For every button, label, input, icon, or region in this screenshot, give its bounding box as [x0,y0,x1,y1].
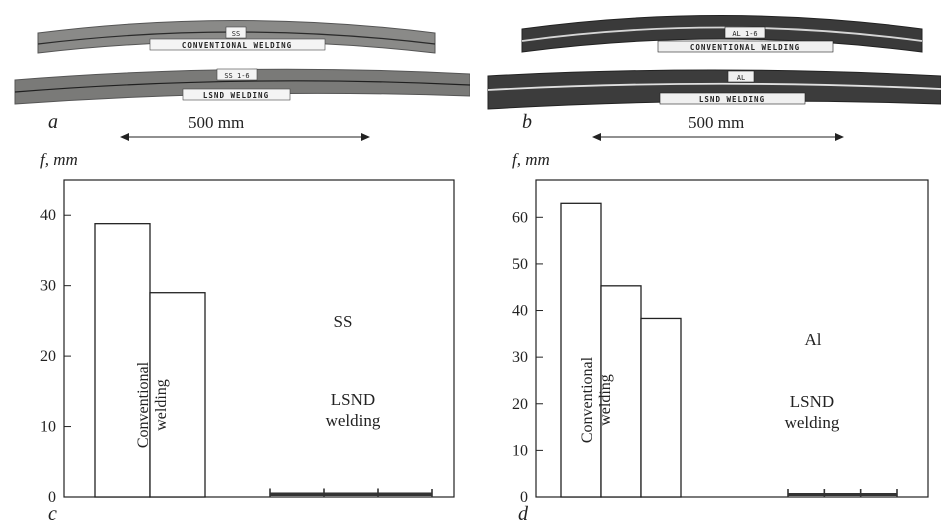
scale-text-a: 500 mm [188,113,245,132]
tag-box-a-bottom [216,68,258,81]
strip-b-bottom [487,69,941,110]
chart-c-frame [63,179,455,498]
chart-c-bar-conventional-1 [94,223,151,498]
chart-c-conv-label-l1: Conventional [135,361,152,448]
tag-box-a-top [225,26,247,39]
chart-c-lsnd-bars [269,488,433,497]
label-box-a-bottom [182,88,291,101]
chart-d-ytick-label: 40 [512,303,528,320]
chart-d-bar-conventional-2 [600,285,642,498]
weld-line-a-bottom [14,80,470,93]
chart-c-panel-label: c [48,503,57,520]
chart-d-ytick-label: 0 [520,489,528,506]
strip-b-top [521,15,923,53]
chart-c-ytick-label: 30 [40,278,56,295]
chart-c-lsnd-label-l1: LSND [331,390,375,409]
chart-d-bar-conventional-1 [560,202,602,498]
chart-c-material: SS [334,312,353,331]
weld-line-b-bottom [487,82,941,91]
chart-d-bar-lsnd-2 [824,493,861,496]
chart-c-bar-conventional-2 [149,292,206,498]
chart-d-lsnd-label-l1: LSND [790,392,834,411]
label-text-b-top: CONVENTIONAL WELDING [690,43,800,52]
chart-d-lsnd-label: LSND welding [785,392,840,432]
chart-c-ytick-label: 0 [48,489,56,506]
chart-d-lsnd-bars [787,489,898,497]
strip-a-bottom [14,68,470,105]
chart-d-ytick-label: 60 [512,209,528,226]
chart-d-bar-lsnd-1 [788,493,825,496]
chart-c-ytick-label: 10 [40,419,56,436]
chart-c-bars [94,223,206,498]
label-box-b-bottom [659,92,806,105]
chart-c-ticks: 0 10 20 30 40 [40,207,71,506]
chart-d-lsnd-label-l2: welding [785,413,840,432]
chart-d-frame [535,179,929,498]
photo-b: AL 1-6 CONVENTIONAL WELDING AL LSND WELD… [487,15,941,110]
scale-text-b: 500 mm [688,113,745,132]
label-text-a-top: CONVENTIONAL WELDING [182,41,292,50]
label-text-b-bottom: LSND WELDING [699,95,765,104]
chart-d-ytick-label: 20 [512,396,528,413]
chart-d-conv-label-l1: Conventional [579,356,596,443]
chart-d-panel-label: d [518,503,529,520]
chart-c-conv-label: Conventionalwelding [135,361,170,448]
label-text-a-bottom: LSND WELDING [203,91,269,100]
label-box-b-top [657,40,834,53]
chart-c-ytick-label: 40 [40,207,56,224]
chart-d-ytick-label: 30 [512,349,528,366]
tag-text-b-bottom: AL [737,74,745,82]
chart-c-bar-lsnd-2 [324,492,378,496]
chart-c-bar-lsnd-1 [270,492,324,496]
chart-d-material: Al [805,330,822,349]
chart-d-ticks: 0 10 20 30 40 50 60 [512,209,543,506]
chart-d-bars [560,202,682,498]
chart-d-ytick-label: 10 [512,442,528,459]
photo-label-b: b [522,111,532,133]
chart-c-lsnd-label: LSND welding [326,390,381,430]
chart-d-bar-lsnd-3 [860,493,897,496]
photo-a: SS CONVENTIONAL WELDING SS 1-6 LSND WELD… [14,20,470,105]
chart-c-ylabel: f, mm [40,150,78,169]
chart-c-conv-label-l2: welding [153,379,170,431]
chart-d-ylabel: f, mm [512,150,550,169]
tag-text-b-top: AL 1-6 [732,30,757,38]
chart-d-ytick-label: 50 [512,256,528,273]
scale-arrow-a [120,133,370,141]
tag-box-b-top [724,26,766,39]
weld-line-b-top [521,26,923,42]
chart-c-ytick-label: 20 [40,348,56,365]
chart-d-conv-label-l2: welding [597,374,614,426]
tag-text-a-bottom: SS 1-6 [224,72,249,80]
photo-label-a: a [48,111,58,133]
scale-arrow-b [592,133,844,141]
tag-text-a-top: SS [232,30,240,38]
chart-c-lsnd-label-l2: welding [326,411,381,430]
tag-box-b-bottom [727,70,755,83]
chart-c-bar-lsnd-3 [378,492,432,496]
label-box-a-top [149,38,326,51]
chart-d-bar-conventional-3 [640,317,682,498]
chart-d-conv-label: Conventionalwelding [579,356,614,443]
